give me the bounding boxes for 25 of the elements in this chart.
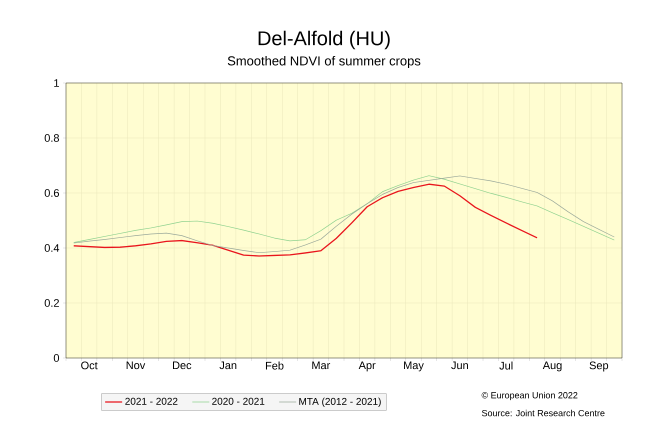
y-tick-label: 0 [54,354,60,362]
x-tick-label: Mar [312,362,330,370]
x-tick-label: Nov [126,362,146,370]
x-tick-label: Feb [266,362,284,370]
x-tick-label: Oct [81,362,98,370]
x-tick-label: Aug [542,362,562,372]
legend-label: 2020 - 2021 [212,398,264,405]
x-tick-label: Jul [499,362,512,370]
legend-label: 2021 - 2022 [125,398,178,405]
x-tick-label: May [404,362,424,372]
x-tick-label: Jan [220,362,236,370]
y-tick-label: 0.8 [44,134,59,142]
source-note: Source: Joint Research Centre [482,410,605,416]
y-tick-label: 0.2 [44,299,59,307]
x-tick-label: Apr [358,362,376,372]
y-tick-label: 0.4 [44,244,60,252]
y-tick-label: 1 [54,79,59,87]
x-tick-label: Jun [451,362,468,370]
chart-title: Del-Alfold (HU) [258,30,390,50]
legend-label: MTA (2012 - 2021) [299,398,381,407]
x-tick-label: Dec [173,362,192,370]
y-tick-label: 0.6 [44,189,59,197]
x-tick-label: Sep [590,362,608,372]
text: © European Union 2022 [482,392,578,400]
chart-subtitle: Smoothed NDVI of summer crops [228,56,420,68]
